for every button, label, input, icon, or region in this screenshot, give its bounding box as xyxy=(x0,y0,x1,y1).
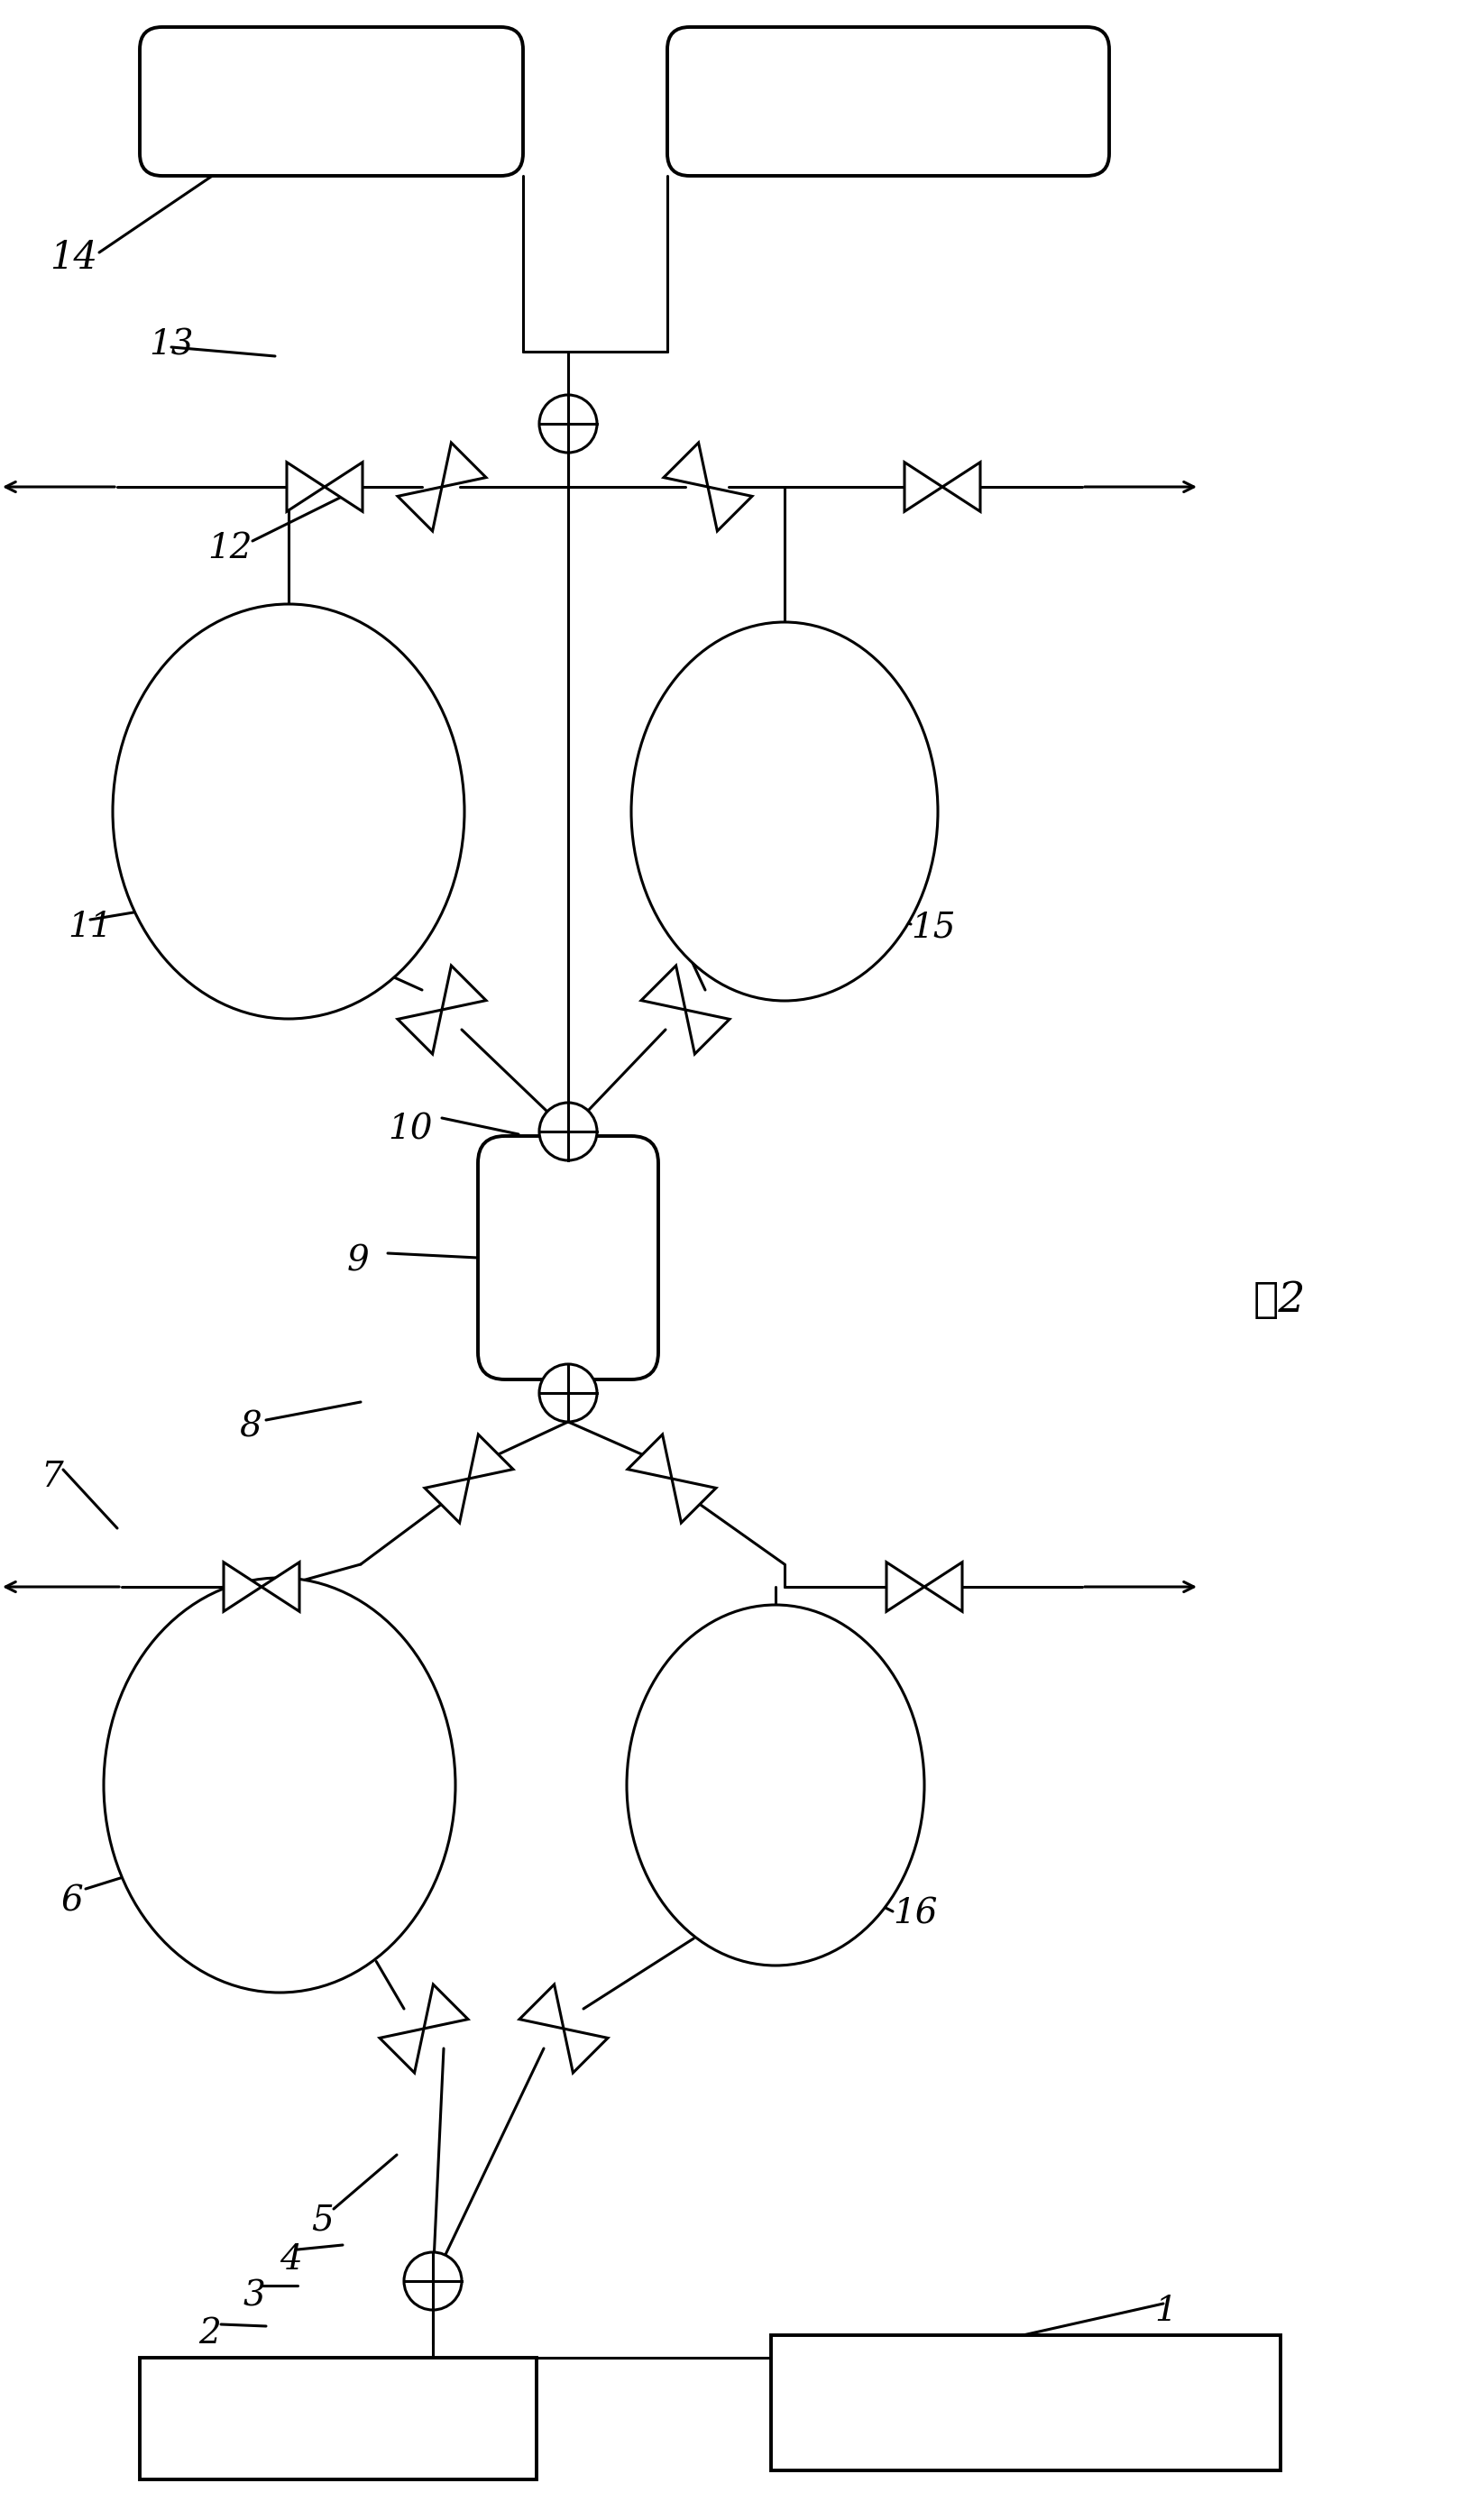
Polygon shape xyxy=(708,486,752,532)
Text: 3: 3 xyxy=(244,2278,266,2313)
FancyBboxPatch shape xyxy=(667,28,1109,176)
Text: 9: 9 xyxy=(347,1245,370,1278)
Text: 12: 12 xyxy=(207,532,253,564)
Circle shape xyxy=(404,2253,461,2311)
Ellipse shape xyxy=(627,1605,924,1966)
Ellipse shape xyxy=(632,622,937,1000)
Polygon shape xyxy=(286,461,325,512)
Polygon shape xyxy=(924,1562,962,1610)
Polygon shape xyxy=(664,444,708,486)
Circle shape xyxy=(539,396,596,454)
FancyBboxPatch shape xyxy=(140,28,523,176)
Polygon shape xyxy=(425,1479,469,1522)
Circle shape xyxy=(539,1363,596,1421)
Text: 7: 7 xyxy=(41,1462,63,1494)
Polygon shape xyxy=(442,965,486,1011)
Text: 13: 13 xyxy=(148,330,194,363)
Polygon shape xyxy=(442,444,486,486)
Polygon shape xyxy=(520,1983,564,2029)
Text: 11: 11 xyxy=(68,910,112,945)
Text: 1: 1 xyxy=(1155,2296,1177,2328)
Text: 8: 8 xyxy=(239,1411,261,1444)
Polygon shape xyxy=(640,965,686,1011)
Polygon shape xyxy=(886,1562,924,1610)
FancyBboxPatch shape xyxy=(477,1137,658,1378)
Ellipse shape xyxy=(113,605,464,1018)
Polygon shape xyxy=(379,2029,425,2074)
Text: 囲2: 囲2 xyxy=(1253,1280,1306,1320)
Text: 15: 15 xyxy=(911,910,955,945)
Bar xyxy=(140,2359,536,2480)
Polygon shape xyxy=(261,1562,300,1610)
Polygon shape xyxy=(469,1434,513,1479)
Text: 6: 6 xyxy=(62,1885,84,1918)
Polygon shape xyxy=(223,1562,261,1610)
Text: 4: 4 xyxy=(279,2243,301,2276)
Text: 10: 10 xyxy=(388,1114,432,1147)
Polygon shape xyxy=(671,1479,715,1522)
Text: 16: 16 xyxy=(893,1898,937,1930)
Text: 14: 14 xyxy=(50,239,97,277)
Polygon shape xyxy=(398,486,442,532)
Polygon shape xyxy=(627,1434,671,1479)
Polygon shape xyxy=(942,461,980,512)
Polygon shape xyxy=(398,1011,442,1053)
Bar xyxy=(771,2336,1281,2470)
Polygon shape xyxy=(686,1011,730,1053)
Text: 5: 5 xyxy=(311,2205,333,2238)
Polygon shape xyxy=(425,1983,469,2029)
Text: 2: 2 xyxy=(198,2316,220,2351)
Polygon shape xyxy=(325,461,363,512)
Circle shape xyxy=(539,1104,596,1159)
Ellipse shape xyxy=(104,1578,455,1993)
Polygon shape xyxy=(905,461,942,512)
Polygon shape xyxy=(564,2029,608,2074)
